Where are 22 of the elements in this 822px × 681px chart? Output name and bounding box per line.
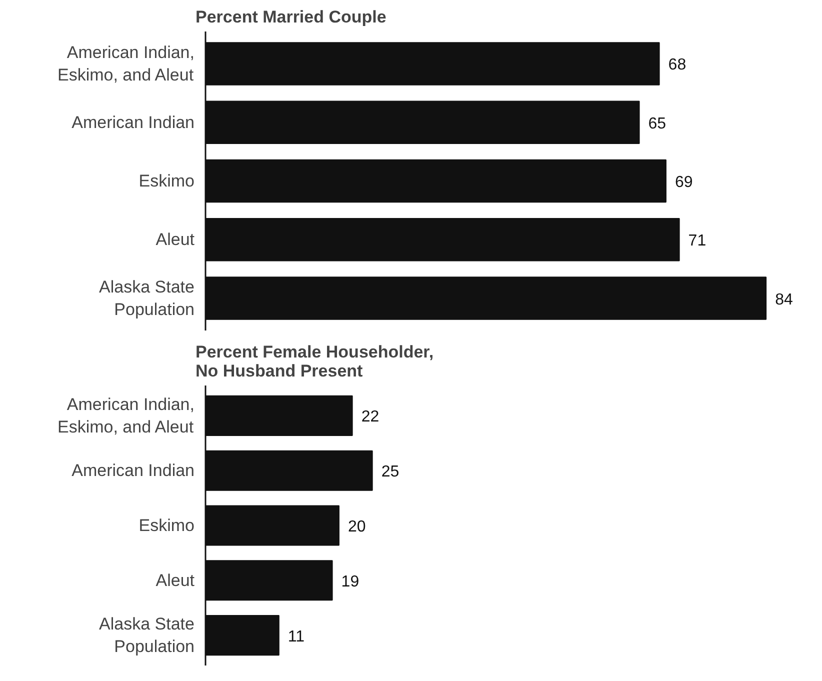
data-label: 68: [668, 56, 686, 74]
data-label: 19: [341, 573, 360, 590]
chart-title: Percent Female Householder, No Husband Present: [196, 342, 434, 380]
y-tick-label: American Indian, Eskimo, and Aleut: [57, 394, 195, 437]
data-label: 11: [288, 628, 305, 646]
data-label: 22: [361, 408, 380, 426]
data-label: 69: [674, 174, 693, 191]
y-tick-label: Aleut: [156, 570, 195, 590]
data-label: 84: [775, 291, 793, 308]
y-tick-label: Aleut: [156, 230, 195, 250]
data-label: 20: [348, 518, 366, 536]
chart-title: Percent Married Couple: [196, 8, 386, 26]
y-tick-label: Alaska State Population: [99, 277, 195, 320]
data-label: 65: [648, 115, 666, 132]
y-tick-label: American Indian: [72, 112, 194, 132]
y-tick-label: Eskimo: [138, 172, 195, 190]
y-tick-label: American Indian, Eskimo, and Aleut: [57, 42, 195, 85]
y-tick-label: American Indian: [72, 461, 194, 480]
y-tick-label: Eskimo: [138, 516, 195, 535]
data-label: 71: [688, 232, 706, 250]
y-tick-label: Alaska State Population: [99, 614, 195, 656]
data-label: 25: [381, 464, 400, 481]
